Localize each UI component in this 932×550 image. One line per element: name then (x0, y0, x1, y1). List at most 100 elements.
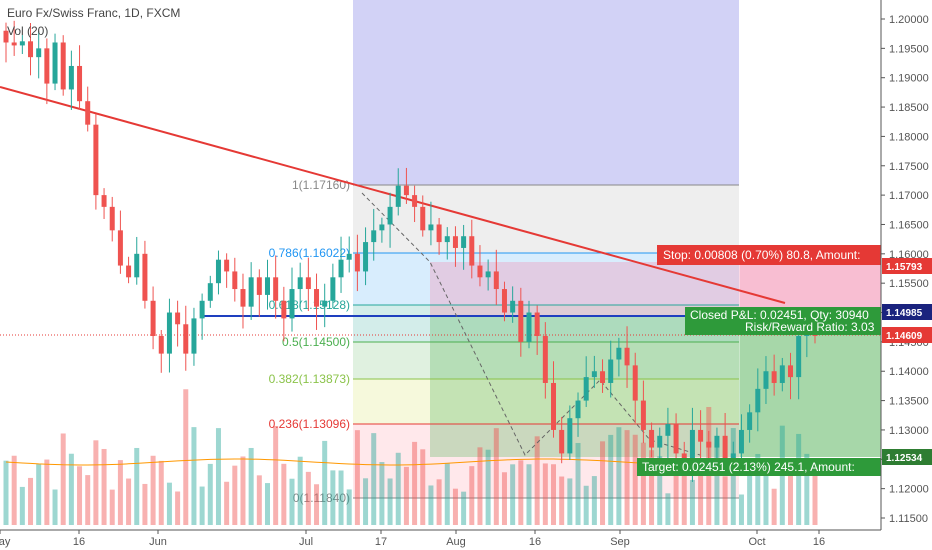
volume-bar (591, 476, 597, 525)
candle-body (698, 429, 704, 442)
candle-body (215, 259, 221, 284)
volume-bar (608, 434, 614, 525)
candle-body (787, 365, 793, 378)
volume-bar (583, 485, 589, 525)
candle-body (493, 271, 499, 290)
candle-body (559, 429, 565, 454)
candle-body (616, 347, 622, 360)
volume-bar (403, 466, 409, 525)
candle-body (673, 424, 679, 454)
volume-bar (747, 469, 753, 525)
fib-level-label: 0.236(1.13096) (269, 417, 350, 431)
stop-text: Stop: 0.00808 (0.70%) 80.8, Amount: (663, 248, 860, 262)
candle-body (134, 253, 140, 278)
volume-bar (698, 467, 704, 525)
price-tick-label: 1.13500 (889, 396, 929, 408)
fib-zone-1 (353, 185, 739, 253)
candle-body (444, 236, 450, 243)
candle-body (117, 230, 123, 266)
candle-body (412, 195, 418, 207)
candle-body (175, 312, 181, 325)
volume-bar (493, 428, 499, 525)
volume-bar (673, 472, 679, 525)
downtrend-line (0, 86, 786, 304)
price-tag-label: 1.15793 (886, 262, 923, 273)
volume-bar (632, 434, 638, 525)
price-tick-label: 1.18500 (889, 102, 929, 114)
volume-bar (428, 485, 434, 525)
volume-bar (755, 453, 761, 525)
candle-body (44, 48, 50, 84)
candle-body (85, 101, 91, 125)
volume-bar (469, 466, 475, 525)
candle-body (93, 124, 99, 196)
time-tick-label: Jul (299, 536, 313, 548)
candle-body (624, 347, 630, 366)
fib-level-label: 1(1.17160) (292, 178, 350, 192)
candle-body (264, 277, 270, 295)
candle-body (469, 236, 475, 266)
volume-bar (657, 456, 663, 525)
candle-body (232, 271, 238, 290)
volume-bar (60, 433, 66, 525)
volume-bar (412, 441, 418, 525)
fib-zone-0382 (353, 379, 739, 424)
candle-body (747, 412, 753, 430)
right-blank (740, 0, 881, 262)
volume-bar (44, 459, 50, 525)
time-tick-label: Oct (748, 536, 765, 548)
volume-bar (142, 483, 148, 525)
volume-bar (738, 494, 744, 525)
price-tick-label: 1.17500 (889, 161, 929, 173)
candle-body (36, 48, 42, 58)
fib-level-label: 0(1.11840) (293, 491, 350, 505)
volume-bar (183, 389, 189, 525)
volume-bar (215, 428, 221, 525)
volume-bar (19, 486, 25, 525)
volume-bar (166, 482, 172, 525)
volume-bar (461, 491, 467, 525)
volume-bar (93, 440, 99, 525)
price-tag (882, 258, 932, 274)
volume-bar (510, 464, 516, 525)
candle-body (706, 441, 712, 448)
candle-body (420, 206, 426, 231)
volume-bar (485, 449, 491, 525)
price-tick-label: 1.15500 (889, 278, 929, 290)
time-tick-label: Jun (149, 536, 167, 548)
volume-bar (109, 489, 115, 525)
candle-body (305, 277, 311, 290)
candle-body (665, 424, 671, 436)
candle-body (657, 435, 663, 448)
target-zone (430, 316, 881, 457)
candle-body (730, 453, 736, 460)
volume-bar (567, 478, 573, 525)
volume-bar (600, 441, 606, 525)
price-tick-label: 1.12000 (889, 484, 929, 496)
candle-body (575, 400, 581, 419)
candle-body (28, 41, 34, 58)
volume-bar (297, 456, 303, 525)
candle-body (461, 236, 467, 248)
candle-body (68, 65, 74, 90)
volume-bar (150, 455, 156, 525)
fib-level-label: 0.5(1.14500) (282, 335, 350, 349)
volume-bar (796, 433, 802, 525)
volume-bar (551, 464, 557, 525)
time-tick-label: 16 (73, 536, 85, 548)
candle-body (477, 265, 483, 278)
candle-body (363, 242, 369, 272)
candle-body (158, 336, 164, 354)
volume-bar (199, 486, 205, 525)
volume-bar (379, 462, 385, 525)
candle-body (632, 365, 638, 401)
volume-bar (101, 448, 107, 525)
volume-bar (134, 447, 140, 525)
price-tick-label: 1.19500 (889, 43, 929, 55)
volume-bar (624, 430, 630, 525)
volume-bar (477, 447, 483, 525)
candle-body (608, 359, 614, 383)
volume-indicator-label[interactable]: Vol (20) (7, 24, 49, 38)
volume-bar (501, 472, 507, 525)
